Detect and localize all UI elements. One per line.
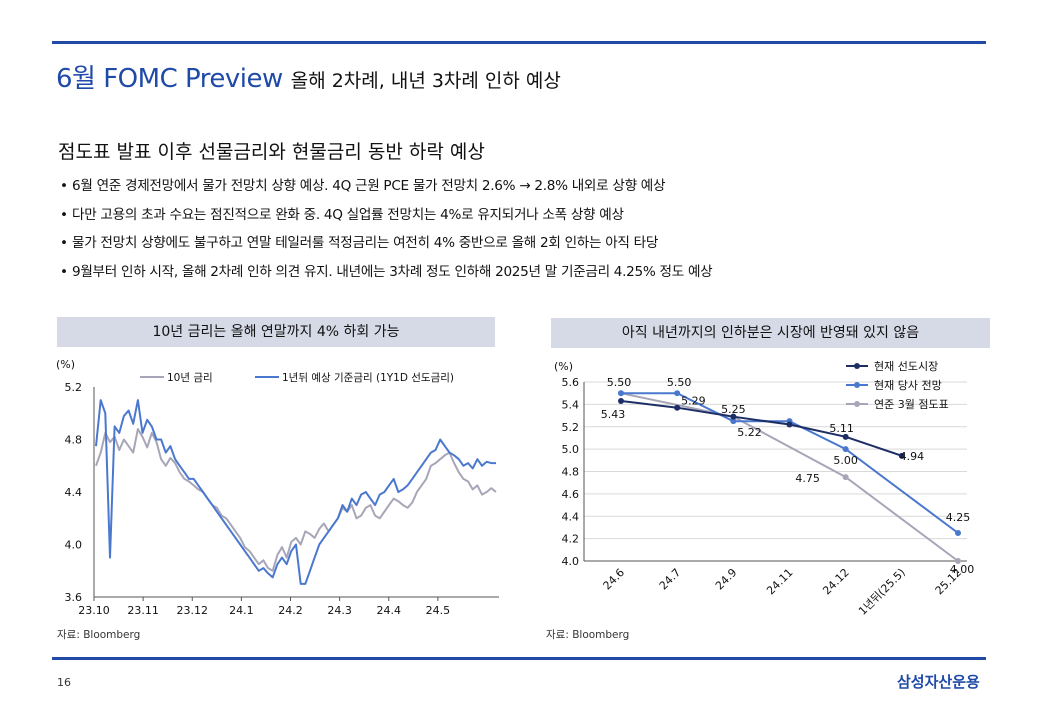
y-tick-label: 5.2 [562,421,580,434]
data-label: 5.25 [721,403,746,416]
x-tick-label: 23.10 [78,604,110,617]
y-tick-label: 4.0 [562,555,580,568]
data-label: 5.29 [681,395,706,408]
bullet-text: 6월 연준 경제전망에서 물가 전망치 상향 예상. 4Q 근원 PCE 물가 … [72,178,666,194]
y-axis-unit: (%) [554,360,573,373]
x-tick-label: 23.11 [127,604,159,617]
title-sub: 올해 2차례, 내년 3차례 인하 예상 [290,70,561,92]
legend-label-3: 연준 3월 점도표 [874,398,949,411]
series-point-1 [842,433,849,440]
data-label: 5.43 [601,408,626,421]
bullet-text: 다만 고용의 초과 수요는 점진적으로 완화 중. 4Q 실업률 전망치는 4%… [72,206,624,223]
bullet-marker: • [60,206,68,223]
bullet-marker: • [60,263,68,280]
legend-label-2: 현재 당사 전망 [874,379,942,392]
bullet-marker: • [60,178,68,194]
left-chart: (%) 3.6 4.0 4.4 4.8 5.2 23.10 23.11 23.12 24.1 24.… [56,358,499,617]
bullet-text: 물가 전망치 상향에도 불구하고 연말 테일러룰 적정금리는 여전히 4% 중반… [72,235,659,251]
data-label: 4.00 [950,563,975,576]
series-point-2 [674,390,681,397]
y-tick-label: 4.2 [562,533,580,546]
bullet-item: • 9월부터 인하 시작, 올해 2차례 인하 의견 유지. 내년에는 3차례 정… [60,262,713,291]
y-tick-label: 5.2 [65,381,83,394]
page-title: 6월 FOMC Preview 올해 2차례, 내년 3차례 인하 예상 [56,58,561,95]
x-tick-label: 24.4 [377,604,402,617]
x-tick-label: 24.12 [820,566,851,597]
series-point-2 [842,446,849,453]
y-tick-label: 3.6 [65,591,83,604]
data-label: 5.11 [829,422,854,435]
y-tick-label: 5.4 [562,398,580,411]
bullet-list: • 6월 연준 경제전망에서 물가 전망치 상향 예상. 4Q 근원 PCE 물가… [60,176,713,291]
right-chart: (%) 4.0 4.2 4.4 4.6 4.8 5.0 5.2 5.4 5.6 24.6 24.7 24… [554,360,975,618]
y-tick-label: 4.8 [65,434,83,447]
x-tick-label: 24.5 [426,604,451,617]
legend-label-1: 10년 금리 [167,372,213,384]
bullet-item: • 다만 고용의 초과 수요는 점진적으로 완화 중. 4Q 실업률 전망치는 4… [60,205,712,234]
series-point-1 [674,404,681,411]
x-tick-label: 23.12 [177,604,209,617]
legend-label-1: 현재 선도시장 [874,360,938,373]
data-label: 4.94 [900,450,925,463]
x-tick-label: 24.11 [764,566,795,597]
bottom-rule [52,657,986,660]
series-point-3 [955,558,961,564]
data-label: 5.22 [737,426,762,439]
data-label: 5.00 [833,454,858,467]
bullet-item: • 물가 전망치 상향에도 불구하고 연말 테일러룰 적정금리는 여전히 4% 중… [60,233,712,262]
x-tick-label: 24.7 [657,566,684,593]
x-tick-label: 24.9 [713,566,740,593]
series-point-2 [618,390,624,397]
page-number: 16 [57,676,71,689]
y-axis-unit: (%) [56,358,75,371]
data-label: 5.50 [607,376,632,389]
series-point-1 [786,421,793,428]
series-line-1 [620,400,903,457]
title-main: 6월 FOMC Preview [56,64,283,94]
x-tick-label: 1년뒤(25.5) [856,566,908,618]
y-tick-label: 4.6 [562,488,580,501]
y-tick-label: 4.4 [562,510,580,523]
legend-marker-1 [854,363,860,369]
series-line-2 [621,392,959,534]
series-point-1 [898,452,905,459]
series-point-2 [730,418,737,425]
brand-logo: 삼성자산운용 [897,673,980,691]
legend-label-2: 1년뒤 예상 기준금리 (1Y1D 선도금리) [282,371,454,384]
right-source: 자료: Bloomberg [546,629,630,641]
data-label: 4.75 [795,472,820,485]
x-tick-label: 24.1 [229,604,254,617]
right-panel-header: 아직 내년까지의 인하분은 시장에 반영돼 있지 않음 [551,318,990,348]
x-tick-label: 24.3 [327,604,352,617]
left-source: 자료: Bloomberg [57,629,141,641]
data-label: 4.25 [946,511,971,524]
bullet-item: • 6월 연준 경제전망에서 물가 전망치 상향 예상. 4Q 근원 PCE 물가… [60,176,712,205]
y-tick-label: 4.0 [65,539,83,552]
legend-marker-3 [854,401,860,407]
series-line-2 [95,399,496,585]
series-point-3 [842,474,849,481]
data-label: 5.50 [667,376,692,389]
x-tick-label: 24.6 [601,566,628,593]
bullet-marker: • [60,235,68,251]
series-point-1 [730,413,737,420]
x-tick-label: 24.2 [278,604,303,617]
bullet-text: 9월부터 인하 시작, 올해 2차례 인하 의견 유지. 내년에는 3차례 정도… [72,263,713,280]
y-tick-label: 5.0 [562,443,580,456]
left-panel-header: 10년 금리는 올해 연말까지 4% 하회 가능 [57,317,495,347]
top-rule [52,41,986,44]
y-tick-label: 4.4 [65,486,83,499]
series-point-1 [618,398,624,405]
legend-marker-2 [854,382,860,388]
y-tick-label: 5.6 [562,376,580,389]
series-point-2 [955,530,961,537]
series-line-1 [95,428,497,572]
y-tick-label: 4.8 [562,466,580,479]
section-heading: 점도표 발표 이후 선물금리와 현물금리 동반 하락 예상 [58,141,485,163]
